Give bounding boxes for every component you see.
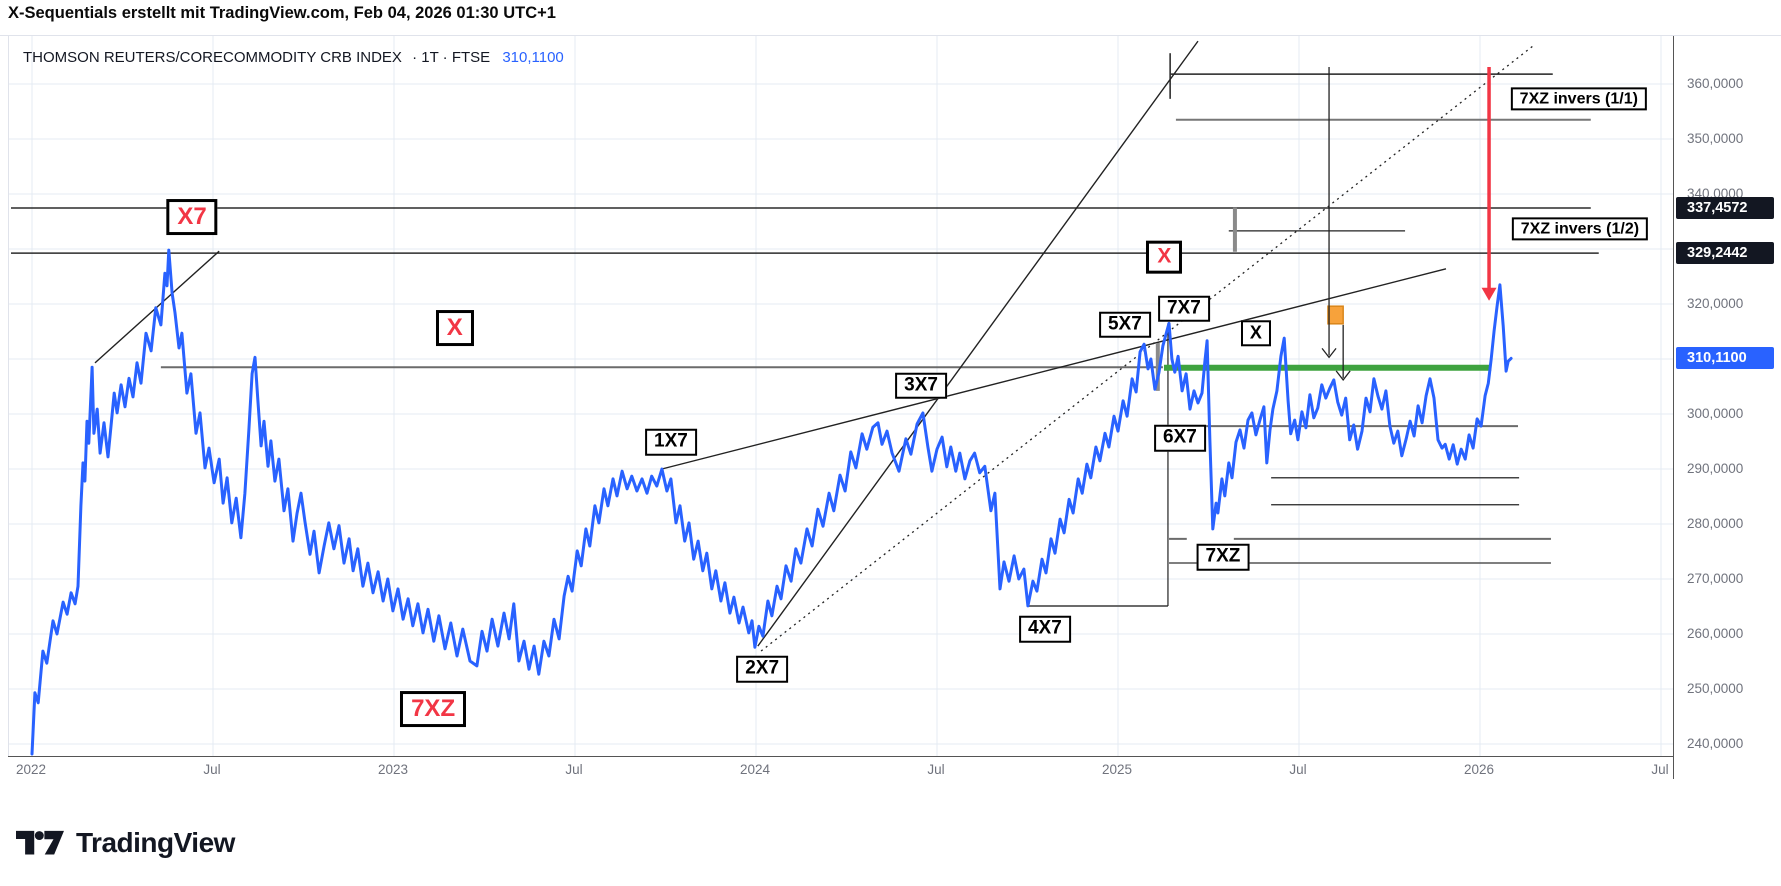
price-axis-label: 320,0000 — [1687, 296, 1744, 311]
time-axis-label: Jul — [1289, 762, 1307, 777]
time-axis-label: 2024 — [739, 762, 771, 777]
price-axis-label: 350,0000 — [1687, 131, 1744, 146]
price-axis-label: 250,0000 — [1687, 681, 1744, 696]
red-projection-arrow-head — [1481, 287, 1497, 301]
time-axis-label: 2022 — [15, 762, 47, 777]
down-arrow-head — [1335, 370, 1351, 381]
tradingview-logo-icon — [16, 830, 64, 855]
tradingview-branding[interactable]: TradingView — [16, 818, 235, 868]
price-badge: 329,2442 — [1676, 242, 1774, 265]
price-badge: 337,4572 — [1676, 196, 1774, 219]
symbol-name: THOMSON REUTERS/CORECOMMODITY CRB INDEX — [23, 49, 402, 66]
price-axis-label: 290,0000 — [1687, 461, 1744, 476]
symbol-meta: · 1T · FTSE — [412, 49, 491, 66]
price-axis-label: 360,0000 — [1687, 76, 1744, 91]
chart-canvas[interactable] — [9, 36, 1674, 756]
time-axis-label: Jul — [1651, 762, 1669, 777]
symbol-title-row[interactable]: THOMSON REUTERS/CORECOMMODITY CRB INDEX … — [23, 49, 564, 66]
price-line — [30, 248, 1513, 756]
price-axis[interactable]: 360,0000350,0000340,0000330,0000320,0000… — [1673, 36, 1781, 779]
export-header-title: X-Sequentials erstellt mit TradingView.c… — [8, 4, 556, 22]
price-axis-label: 260,0000 — [1687, 626, 1744, 641]
time-axis-label: Jul — [203, 762, 221, 777]
chart-plot-area[interactable]: THOMSON REUTERS/CORECOMMODITY CRB INDEX … — [8, 36, 1674, 756]
time-axis-label: 2025 — [1101, 762, 1133, 777]
down-arrow-head — [1321, 347, 1337, 359]
last-price-value: 310,1100 — [502, 49, 564, 66]
orange-marker-box[interactable] — [1327, 305, 1344, 325]
time-axis-label: 2026 — [1463, 762, 1495, 777]
tradingview-brand-text: TradingView — [76, 827, 235, 858]
time-axis-label: Jul — [927, 762, 945, 777]
time-axis[interactable]: 2022 Jul 2023 Jul 2024 Jul 2025 Jul 2026 Jul — [8, 756, 1673, 780]
dotted-trend-line[interactable] — [760, 45, 1534, 652]
time-axis-label: Jul — [565, 762, 583, 777]
time-axis-label: 2023 — [377, 762, 409, 777]
chart-window: THOMSON REUTERS/CORECOMMODITY CRB INDEX … — [0, 35, 1781, 780]
price-axis-label: 280,0000 — [1687, 516, 1744, 531]
price-axis-label: 300,0000 — [1687, 406, 1744, 421]
price-axis-label: 240,0000 — [1687, 736, 1744, 751]
price-badge: 310,1100 — [1676, 347, 1774, 370]
price-axis-label: 270,0000 — [1687, 571, 1744, 586]
trend-line[interactable] — [757, 40, 1199, 647]
trend-line[interactable] — [661, 268, 1447, 470]
